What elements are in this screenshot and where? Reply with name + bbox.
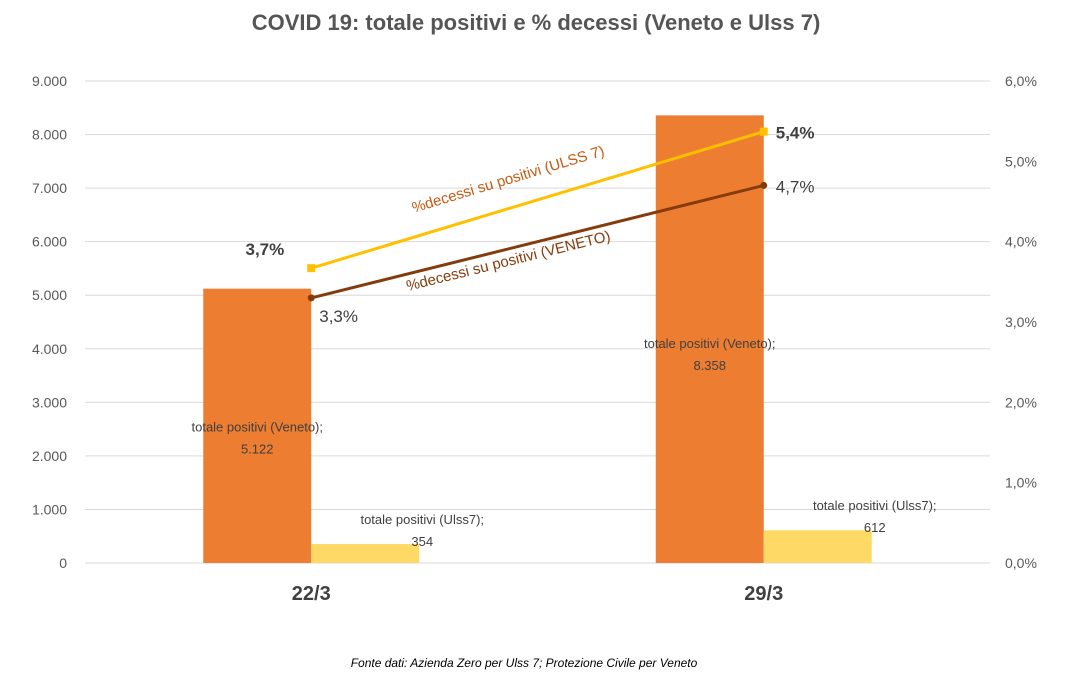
bar-label-veneto-0: 5.122 — [241, 441, 274, 456]
bar-label-ulss7-1: 612 — [864, 520, 886, 535]
right-tick-label: 4,0% — [1005, 234, 1037, 250]
category-label: 29/3 — [744, 583, 783, 605]
right-axis-ticks: 0,0% 1,0% 2,0% 3,0% 4,0% 5,0% 6,0% — [1005, 73, 1037, 571]
bars — [203, 115, 872, 564]
left-tick-label: 2.000 — [32, 448, 67, 464]
series-label-decessi_veneto: %decessi su positivi (VENETO) — [405, 228, 613, 295]
left-tick-label: 8.000 — [32, 127, 67, 143]
point-label-decessi_veneto: 4,7% — [776, 177, 815, 196]
marker-decessi_veneto — [760, 181, 768, 189]
bar-label-ulss7-1: totale positivi (Ulss7); — [813, 498, 937, 513]
category-labels: 22/3 29/3 — [292, 583, 783, 605]
bar-data-labels: totale positivi (Veneto); 5.122 totale pos… — [191, 336, 936, 549]
bar-ulss7-1 — [763, 530, 872, 563]
bar-ulss7-0 — [311, 544, 420, 563]
right-tick-label: 5,0% — [1005, 153, 1037, 169]
bar-label-ulss7-0: totale positivi (Ulss7); — [360, 512, 484, 527]
left-tick-label: 1.000 — [32, 501, 67, 517]
left-tick-label: 7.000 — [32, 180, 67, 196]
point-label-decessi_veneto: 3,3% — [319, 307, 358, 326]
point-label-decessi_ulss7: 3,7% — [246, 240, 285, 259]
right-tick-label: 6,0% — [1005, 73, 1037, 89]
point-label-decessi_ulss7: 5,4% — [776, 124, 815, 143]
bar-label-veneto-0: totale positivi (Veneto); — [191, 419, 323, 434]
left-tick-label: 3.000 — [32, 394, 67, 410]
bar-veneto-0 — [203, 288, 312, 563]
left-tick-label: 9.000 — [32, 73, 67, 89]
bar-label-veneto-1: 8.358 — [693, 358, 726, 373]
right-tick-label: 0,0% — [1005, 555, 1037, 571]
marker-decessi_ulss7 — [759, 127, 768, 136]
line-decessi_veneto — [310, 183, 765, 300]
line-decessi_ulss7 — [310, 130, 765, 270]
left-axis-ticks: 0 1.000 2.000 3.000 4.000 5.000 6.000 7.000 8.00… — [32, 73, 67, 571]
left-tick-label: 5.000 — [32, 287, 67, 303]
chart-title: COVID 19: totale positivi e % decessi (V… — [252, 10, 821, 35]
right-tick-label: 2,0% — [1005, 394, 1037, 410]
right-tick-label: 3,0% — [1005, 314, 1037, 330]
marker-decessi_ulss7 — [307, 264, 316, 273]
series-label-decessi_ulss7: %decessi su positivi (ULSS 7) — [410, 143, 606, 217]
marker-decessi_veneto — [307, 294, 315, 302]
category-label: 22/3 — [292, 583, 331, 605]
right-tick-label: 1,0% — [1005, 475, 1037, 491]
left-tick-label: 0 — [59, 555, 67, 571]
bar-label-veneto-1: totale positivi (Veneto); — [644, 336, 776, 351]
left-tick-label: 6.000 — [32, 234, 67, 250]
left-tick-label: 4.000 — [32, 341, 67, 357]
bar-label-ulss7-0: 354 — [411, 534, 433, 549]
source-note: Fonte dati: Azienda Zero per Ulss 7; Pro… — [351, 656, 698, 670]
